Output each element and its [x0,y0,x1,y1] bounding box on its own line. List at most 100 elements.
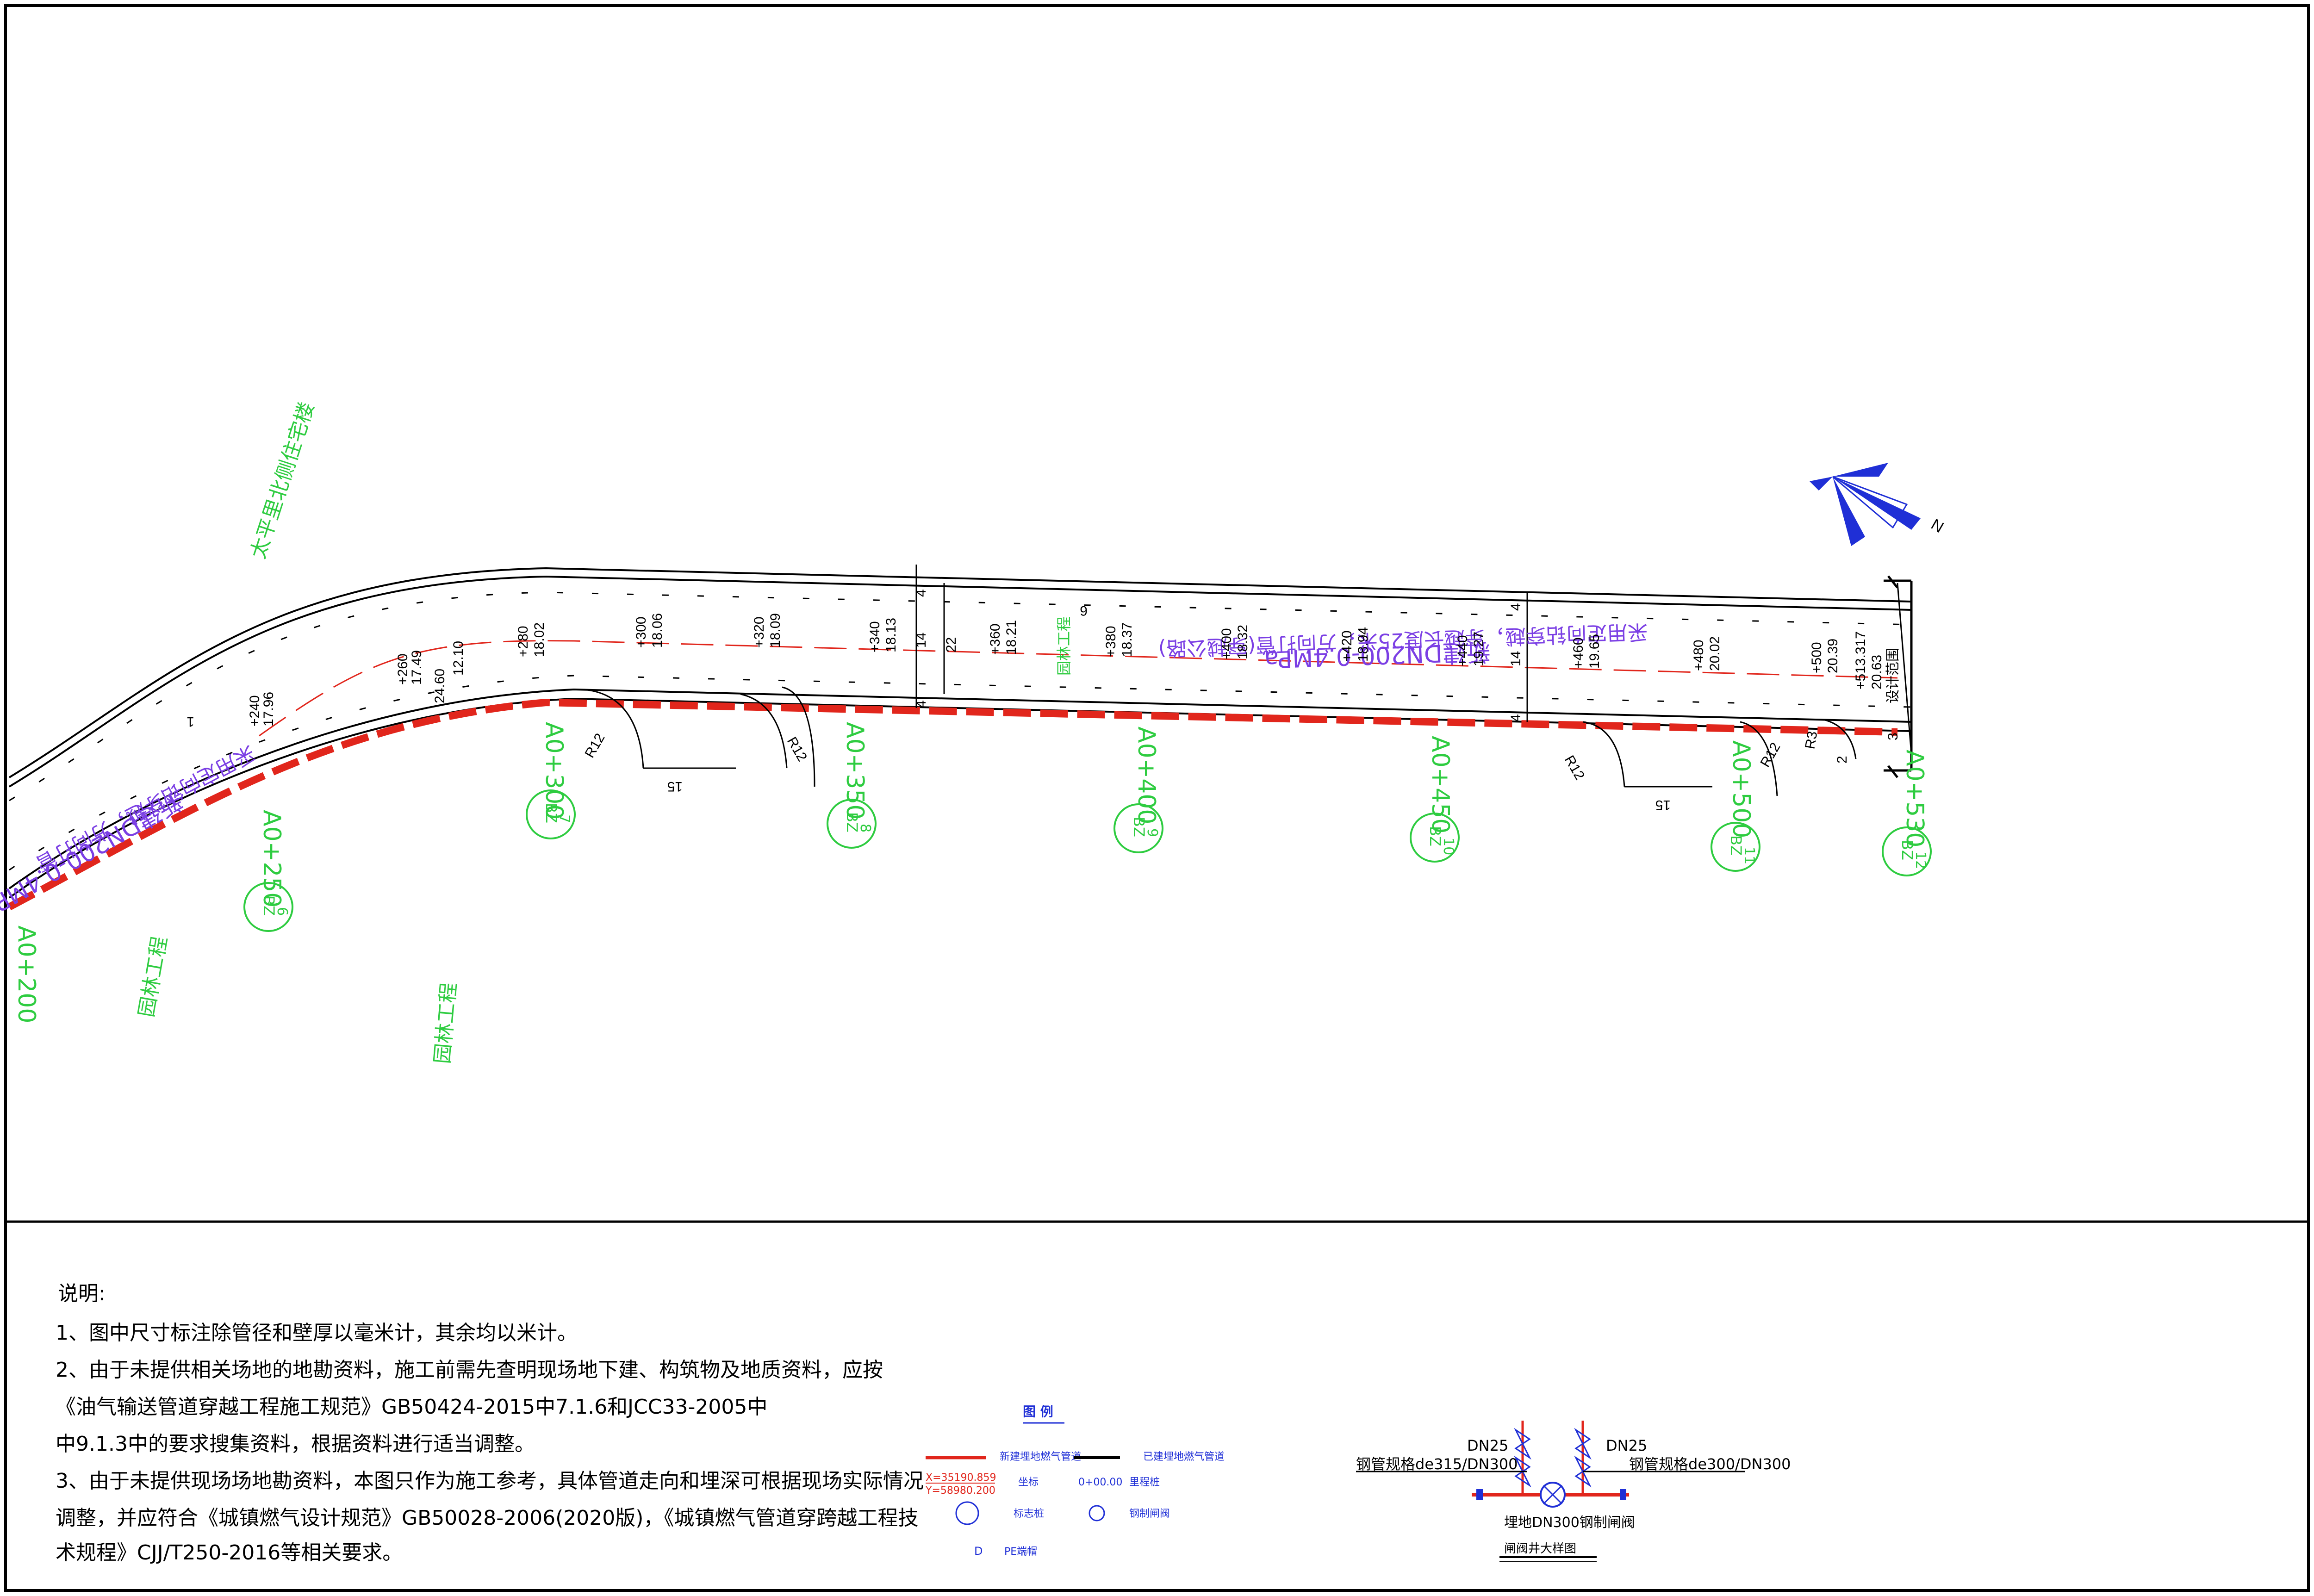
marker-num-6: 6 [274,907,290,916]
dim-22: 22 [944,637,959,652]
marker-circles [243,789,1932,932]
stv-240: 17.96 [261,692,276,727]
marker-num-9: 9 [1144,828,1160,837]
stv-260: 17.49 [409,650,424,685]
stv-380: 18.37 [1120,622,1135,657]
marker-num-7: 7 [556,814,572,823]
new-gas-pipeline [7,698,1898,911]
km-200: A0+200 [12,925,40,1023]
legend-marker-icon [955,1501,979,1525]
road-edge-inner-2 [8,697,1912,899]
legend-coord-label: 坐标 [1018,1477,1039,1488]
dim-6: 6 [1080,603,1088,618]
dim-4c: 4 [1508,603,1524,611]
valve-main-label: 埋地DN300钢制闸阀 [1504,1515,1635,1531]
st-420: +420 [1339,630,1355,662]
legend-new-pipe-label: 新建埋地燃气管道 [1000,1451,1081,1463]
st-240: +240 [247,695,262,727]
legend: 图 例 新建埋地燃气管道 已建埋地燃气管道 X=35190.859 Y=5898… [925,1404,1225,1558]
valve-left-pipe: 钢管规格de315/DN300 [1356,1455,1518,1473]
stv-400: 18.32 [1235,625,1250,659]
st-260: +260 [395,653,411,685]
stv-320: 18.09 [768,613,783,648]
label-garden-3: 园林工程 [1055,616,1073,676]
km-400: A0+400 [1132,727,1160,824]
marker-8 [827,799,877,849]
dim-r12b: R12 [784,734,810,764]
valve-dn25-right-icon [1574,1428,1592,1488]
marker-bz-6: BZ [260,895,278,916]
legend-valve-label: 钢制闸阀 [1129,1508,1170,1520]
legend-chainage-label: 里程桩 [1129,1477,1160,1488]
road [8,567,1912,899]
km-250: A0+250 [258,810,286,907]
curb-radius-marks [583,583,1912,796]
stv-300: 18.06 [650,613,665,648]
dim-r12a: R12 [582,731,608,760]
dim-14b: 14 [1508,651,1524,666]
st-320: +320 [752,616,767,648]
dim-15b: 15 [1655,797,1671,813]
road-small-squares-inner [9,675,1912,871]
road-edge-inner-1 [8,688,1912,889]
design-limit-symbol [1884,575,1913,778]
marker-bz-12: BZ [1898,840,1916,860]
dim-3: 3 [1885,733,1901,740]
legend-coord-y: Y=58980.200 [925,1485,995,1497]
dim-12: 12.10 [451,641,466,676]
valve-caption: 闸阀井大样图 [1504,1542,1576,1556]
st-end: +513.317 [1853,631,1868,689]
notes-block: 说明: 1、图中尺寸标注除管径和壁厚以毫米计，其余均以米计。 2、由于未提供相关… [56,1282,924,1565]
legend-cap-label: PE端帽 [1004,1546,1037,1558]
valve-dn25-right: DN25 [1606,1437,1647,1454]
marker-bz-10: BZ [1426,826,1444,846]
st-300: +300 [634,616,649,648]
dimension-lines [915,565,1528,722]
marker-num-11: 11 [1741,847,1757,864]
st-360: +360 [988,623,1003,655]
marker-num-10: 10 [1440,838,1456,855]
dim-4a: 4 [914,589,929,597]
marker-11 [1711,822,1760,872]
marker-6 [243,882,293,932]
dim-r12c: R12 [1561,753,1587,782]
st-460: +460 [1571,637,1586,669]
notes-line-6: 调整，并应符合《城镇燃气设计规范》GB50028-2006(2020版)，《城镇… [56,1506,918,1530]
legend-cap-sym: D [974,1545,983,1558]
stv-280: 18.02 [532,622,547,657]
st-400: +400 [1219,628,1234,659]
sheet-frame [4,4,2310,1592]
road-edge-outer-2 [8,575,1912,788]
design-limit-label: 设计范围 [1885,648,1901,703]
legend-valve-icon [1089,1505,1105,1521]
st-280: +280 [516,626,531,657]
notes-line-3: 《油气输送管道穿越工程施工规范》GB50424-2015中7.1.6和JCC33… [56,1395,767,1419]
marker-bz-7: BZ [542,803,560,823]
legend-coord-x: X=35190.859 [926,1472,996,1484]
valve-dn25-left-icon [1514,1428,1531,1488]
legend-chainage-sym: 0+00.00 [1078,1477,1122,1488]
st-500: +500 [1809,642,1824,673]
dim-4b: 4 [914,700,929,708]
dim-24: 24.60 [432,669,448,703]
label-garden-1: 园林工程 [135,935,172,1019]
km-450: A0+450 [1426,736,1454,833]
marker-bz-8: BZ [843,812,861,832]
km-530: A0+530 [1901,750,1928,847]
stv-360: 18.21 [1004,620,1019,655]
road-edge-outer-1 [8,567,1912,778]
label-residential: 太平里北侧住宅楼 [246,399,319,562]
dim-r3: R3 [1802,730,1820,751]
station-labels: +240 +260 +280 +300 +320 +340 +360 +380 … [187,589,1901,813]
dim-2: 2 [1835,756,1850,764]
st-340: +340 [867,621,883,652]
st-380: +380 [1103,626,1119,657]
marker-7 [526,789,576,839]
crossing-note-left: 采用定向钻穿越，方向打管 [32,740,259,876]
marker-12 [1882,826,1932,876]
north-arrow-icon: N [1810,463,1947,546]
notes-line-5: 3、由于未提供现场场地勘资料，本图只作为施工参考，具体管道走向和埋深可根据现场实… [56,1469,924,1493]
existing-centerline [259,640,1898,737]
km-300: A0+300 [540,722,568,820]
